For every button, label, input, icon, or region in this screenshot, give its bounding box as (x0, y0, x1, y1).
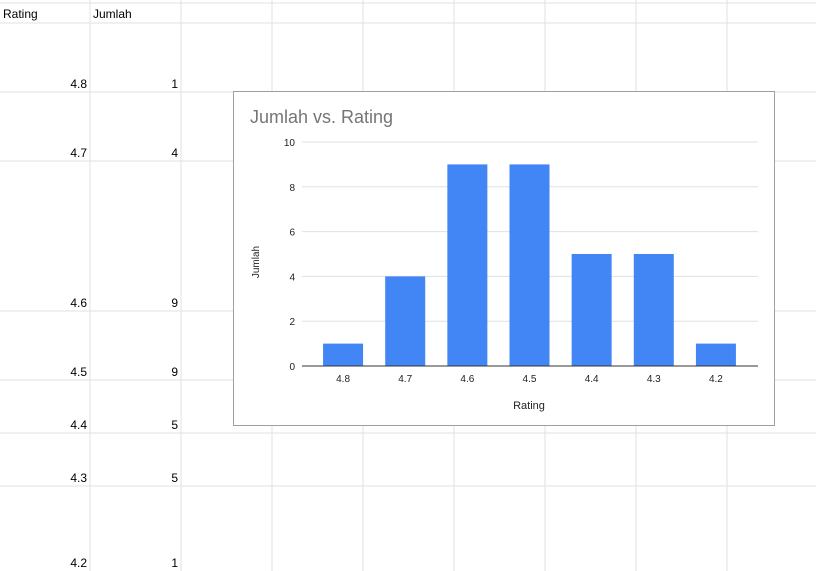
y-tick-label: 8 (289, 183, 295, 194)
x-tick-label: 4.6 (460, 374, 474, 385)
x-tick-label: 4.5 (523, 374, 537, 385)
bar (509, 164, 550, 366)
cell: 9 (171, 296, 178, 310)
cell: 4.8 (70, 77, 87, 91)
bar (633, 254, 674, 366)
x-axis-label: Rating (513, 400, 545, 412)
bar (385, 276, 426, 366)
header-cell: Rating (3, 7, 38, 21)
cell: 1 (171, 77, 178, 91)
chart-title: Jumlah vs. Rating (250, 107, 393, 127)
bar (571, 254, 612, 366)
y-tick-label: 4 (289, 272, 295, 283)
bar (323, 343, 364, 366)
cell: 5 (171, 418, 178, 432)
cell: 4.4 (70, 418, 87, 432)
cell: 4.3 (70, 471, 87, 485)
header-cell: Jumlah (93, 7, 132, 21)
y-tick-label: 2 (289, 317, 295, 328)
cell: 9 (171, 365, 178, 379)
cell: 4.7 (70, 146, 87, 160)
x-tick-label: 4.7 (398, 374, 412, 385)
x-tick-label: 4.2 (709, 374, 723, 385)
bar (695, 343, 736, 366)
x-tick-label: 4.4 (585, 374, 599, 385)
y-tick-label: 0 (289, 362, 295, 373)
y-tick-label: 6 (289, 228, 295, 239)
chart-box (233, 91, 775, 426)
cell: 4.6 (70, 296, 87, 310)
cell: 4.5 (70, 365, 87, 379)
cell: 4.2 (70, 556, 87, 570)
cell: 4 (171, 146, 178, 160)
bar (447, 164, 488, 366)
y-axis-label: Jumlah (251, 246, 262, 278)
cell: 5 (171, 471, 178, 485)
x-tick-label: 4.3 (647, 374, 661, 385)
x-tick-label: 4.8 (336, 374, 350, 385)
cell: 1 (171, 556, 178, 570)
y-tick-label: 10 (284, 138, 296, 149)
